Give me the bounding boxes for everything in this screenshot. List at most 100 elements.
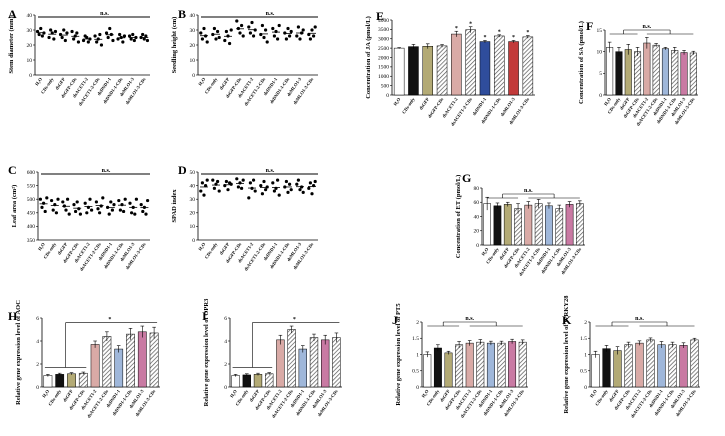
bar	[231, 375, 240, 388]
category-label: dsGFP	[608, 389, 620, 403]
data-point	[286, 26, 290, 31]
panel-label-j: J	[392, 313, 398, 327]
data-point	[274, 29, 278, 34]
significance-label: n.s.	[465, 316, 474, 322]
y-tick-label: 3000	[378, 37, 389, 43]
data-point	[277, 23, 281, 28]
data-point	[214, 37, 218, 41]
y-axis-title: Concentration of JA (pmol/L)	[365, 16, 372, 99]
bar	[646, 339, 655, 388]
data-point	[224, 29, 228, 34]
data-point	[112, 203, 116, 207]
data-point	[70, 29, 74, 34]
bar	[575, 203, 584, 246]
y-tick-label: 450	[27, 211, 36, 217]
data-point	[107, 212, 111, 216]
data-point	[66, 197, 70, 201]
bar	[444, 352, 453, 388]
bar	[455, 344, 464, 388]
bar	[433, 347, 442, 388]
data-point	[127, 34, 132, 38]
category-label: dsGFP	[498, 247, 510, 261]
category-label: H₂O	[197, 241, 206, 251]
bar	[657, 344, 666, 388]
data-point	[96, 207, 100, 211]
data-point	[310, 28, 314, 32]
bar	[635, 342, 644, 388]
significance-label: n.s.	[643, 24, 652, 30]
data-point	[308, 181, 312, 185]
data-point	[262, 35, 266, 40]
panel-label-d: D	[178, 163, 187, 177]
data-point	[199, 189, 203, 193]
significance-star: *	[498, 29, 501, 35]
data-point	[40, 205, 44, 209]
panel-k: K 0 0.5 1 1.5 2 Relative gene expression level…	[562, 295, 700, 419]
y-axis-title: Relative gene expression level of OPR3	[203, 298, 210, 406]
bar	[668, 344, 677, 388]
data-point	[121, 40, 125, 44]
data-point	[120, 203, 124, 207]
panel-label-c: C	[8, 163, 17, 177]
y-axis-title: Relative gene expression level of AOC	[15, 300, 22, 405]
panel-b: B 0 10 20 30 40 Seedling height (cm) H₂OCDs-onl…	[171, 7, 318, 107]
category-label: H₂O	[421, 388, 430, 398]
panel-label-g: G	[462, 171, 471, 185]
y-tick-label: 1.5	[412, 336, 419, 342]
data-point	[284, 179, 288, 184]
data-point	[65, 31, 69, 35]
bar	[67, 373, 76, 388]
data-point	[130, 211, 134, 215]
bar	[508, 41, 519, 96]
data-point	[104, 31, 109, 35]
data-point	[240, 186, 244, 190]
data-point	[205, 40, 209, 44]
data-point	[248, 31, 252, 35]
panel-label-a: A	[8, 7, 17, 21]
data-point	[99, 204, 103, 208]
y-tick-label: 2	[584, 320, 587, 326]
panel-label-f: F	[586, 19, 593, 33]
category-label: dsGFP	[248, 389, 260, 403]
data-point	[60, 35, 64, 40]
y-tick-label: 20	[27, 43, 33, 49]
bar	[90, 344, 100, 388]
bar	[689, 52, 697, 96]
bar	[524, 204, 533, 246]
category-label: H₂O	[480, 246, 489, 256]
data-point	[88, 197, 92, 201]
data-point	[134, 197, 138, 201]
data-point	[252, 34, 256, 38]
data-point	[53, 29, 58, 34]
bar	[643, 42, 651, 96]
y-tick-label: 4	[36, 339, 39, 345]
panel-label-k: K	[562, 313, 572, 327]
bar	[602, 348, 611, 388]
data-point	[229, 182, 233, 186]
bar	[423, 354, 432, 388]
data-point	[118, 32, 122, 37]
y-axis-title: Concentration of ET (pmol/L)	[455, 175, 462, 258]
significance-label: n.s.	[266, 168, 275, 174]
data-point	[42, 201, 46, 205]
data-point	[259, 32, 263, 37]
data-point	[247, 196, 251, 200]
y-tick-label: 20	[190, 211, 196, 217]
data-point	[295, 34, 299, 38]
y-axis-title: Stem diameter (mm)	[8, 16, 15, 73]
data-point	[264, 188, 268, 192]
category-label: CDs-only	[204, 241, 219, 259]
bar	[309, 337, 319, 388]
data-point	[250, 20, 254, 25]
significance-star: *	[526, 30, 529, 36]
data-point	[123, 197, 127, 201]
data-point	[238, 181, 242, 185]
data-point	[296, 178, 300, 182]
data-point	[262, 179, 266, 184]
data-point	[128, 201, 132, 205]
bar	[615, 51, 623, 96]
y-tick-label: 500	[381, 83, 390, 89]
data-point	[75, 200, 79, 204]
bar	[497, 342, 506, 388]
